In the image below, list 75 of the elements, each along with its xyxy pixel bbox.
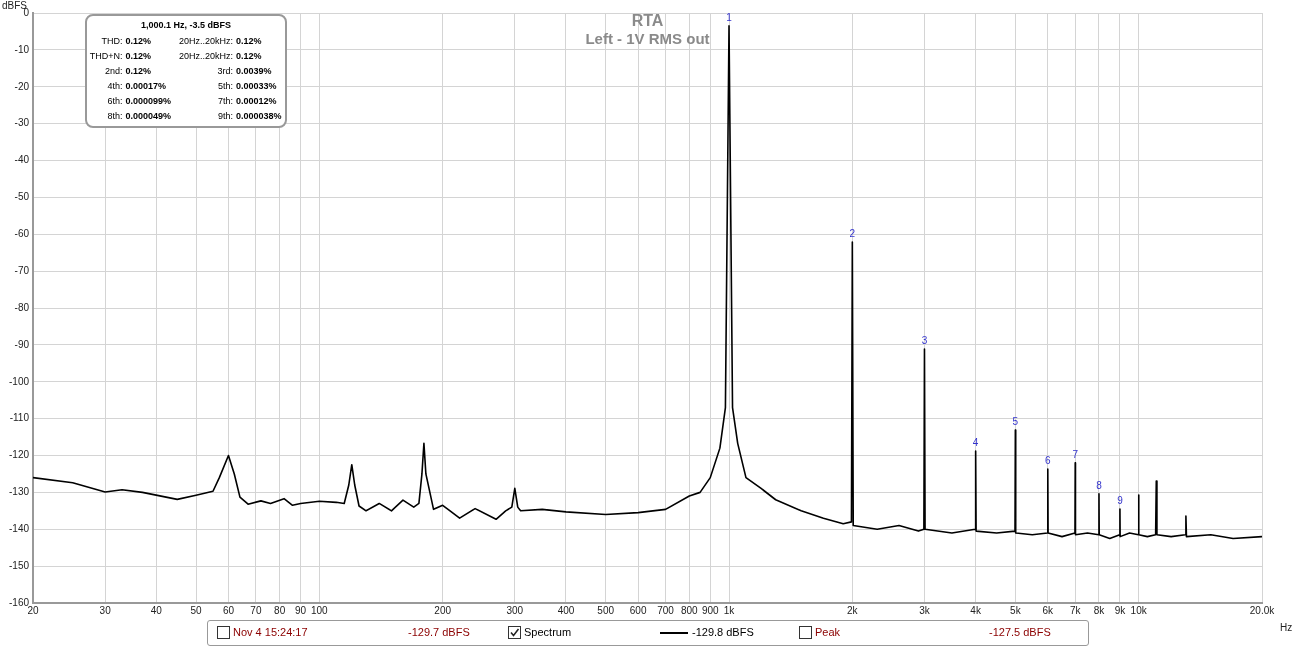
x-tick-label: 5k (1010, 604, 1022, 616)
text: Spectrum (524, 626, 572, 638)
y-tick-label: -70 (14, 264, 30, 276)
y-tick-label: -80 (14, 301, 30, 313)
x-tick-label: 300 (506, 604, 524, 616)
x-tick-label: 400 (557, 604, 575, 616)
annotation: 8th: 0.000049% (106, 109, 173, 123)
x-tick-label: 2k (847, 604, 859, 616)
x-tick-label: 800 (680, 604, 699, 616)
x-tick-label: 200 (434, 604, 452, 616)
x-tick-label: 700 (657, 604, 675, 616)
annotation: 3rd: 0.0039% (216, 64, 273, 78)
x-tick-label: 9k (1114, 604, 1127, 616)
x-tick-label: 100 (311, 604, 329, 616)
annotation: 2 (849, 227, 856, 239)
y-tick-label: -90 (14, 338, 30, 350)
x-tick-label: 3k (919, 604, 931, 616)
y-tick-label: -60 (14, 228, 30, 239)
x-tick-label: 6k (1042, 604, 1055, 616)
text: Left - 1V RMS out (585, 29, 710, 47)
y-tick-label: -160 (8, 596, 30, 608)
x-tick-label: 20.0k (1249, 604, 1276, 616)
x-tick-label: 30 (99, 604, 112, 616)
annotation: 8 (1096, 479, 1103, 491)
x-tick-label: 500 (597, 604, 615, 616)
x-tick-label: 80 (274, 604, 286, 616)
x-tick-label: 70 (250, 604, 262, 616)
text: Nov 4 15:24:17 (233, 626, 308, 638)
annotation: 6 (1045, 454, 1052, 466)
y-tick-label: -50 (14, 191, 30, 203)
chart-title: RTA (631, 12, 664, 30)
x-tick-label: 20 (27, 604, 39, 616)
y-tick-label: -100 (8, 375, 30, 387)
annotation: 1 (726, 11, 733, 23)
y-tick-label: -130 (8, 486, 30, 498)
annotation: 4th: 0.00017% (106, 79, 168, 93)
x-tick-label: 900 (701, 604, 720, 616)
annotation: 6th: 0.000099% (106, 94, 173, 108)
x-tick-label: 50 (190, 604, 203, 616)
annotation: 4 (972, 436, 979, 448)
annotation: THD+N: 0.12% (88, 49, 153, 63)
annotation: THD: 0.12% (100, 34, 153, 48)
x-tick-label: 7k (1069, 604, 1082, 616)
y-tick-label: -150 (8, 559, 30, 571)
annotation: 5 (1012, 415, 1019, 427)
x-tick-label: 10k (1130, 604, 1148, 616)
x-tick-label: 4k (970, 604, 982, 616)
annotation: 7th: 0.00012% (216, 94, 278, 108)
x-axis-title: Hz (1280, 621, 1293, 633)
text: -129.7 dBFS (408, 626, 470, 638)
annotation: 5th: 0.00033% (216, 79, 278, 93)
annotation: 9th: 0.000038% (216, 109, 283, 123)
annotation: 9 (1117, 494, 1124, 506)
text: -127.5 dBFS (989, 626, 1051, 638)
x-tick-label: 8k (1093, 604, 1106, 616)
annotation: 20Hz..20kHz: 0.12% (177, 49, 263, 63)
y-tick-label: -30 (14, 117, 30, 129)
x-tick-label: 90 (295, 604, 307, 616)
text: Peak (815, 626, 841, 638)
y-tick-label: -140 (8, 523, 30, 534)
y-tick-label: -40 (14, 154, 30, 166)
annotation: 2nd: 0.12% (103, 64, 153, 78)
x-tick-label: 1k (723, 604, 736, 616)
y-tick-label: -10 (14, 43, 30, 55)
annotation: 1,000.1 Hz, -3.5 dBFS (139, 20, 232, 30)
x-tick-label: 600 (629, 604, 647, 616)
y-tick-label: -120 (8, 449, 30, 461)
annotation: 20Hz..20kHz: 0.12% (177, 34, 263, 48)
y-tick-label: -20 (14, 80, 30, 92)
annotation: 7 (1072, 448, 1079, 460)
annotation: 3 (921, 334, 928, 346)
y-tick-label: -110 (9, 412, 30, 424)
text: -129.8 dBFS (692, 626, 754, 638)
x-tick-label: 40 (150, 604, 163, 616)
x-tick-label: 60 (222, 604, 235, 616)
